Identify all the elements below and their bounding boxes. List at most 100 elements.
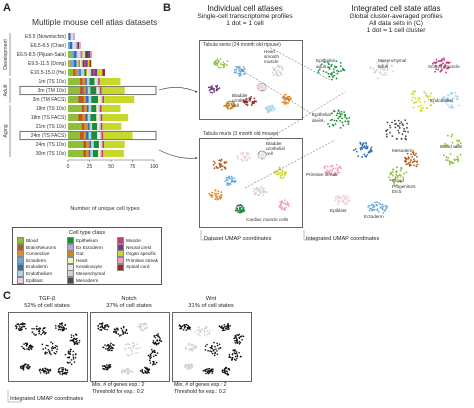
- scatter-point: [219, 66, 222, 69]
- scatter-point: [368, 209, 371, 212]
- scatter-point: [330, 65, 333, 68]
- scatter-point: [438, 64, 441, 67]
- scatter-point: [75, 342, 77, 345]
- scatter-point: [57, 328, 60, 331]
- scatter-point: [152, 355, 155, 358]
- integrated-umap-scatter: [317, 57, 462, 214]
- scatter-point: [283, 96, 286, 99]
- scatter-point: [242, 73, 245, 76]
- scatter-point: [224, 104, 227, 107]
- scatter-point: [209, 346, 212, 349]
- scatter-point: [110, 342, 112, 345]
- scatter-point: [400, 166, 403, 169]
- scatter-point: [223, 104, 226, 107]
- scatter-point: [402, 176, 404, 179]
- scatter-point: [128, 354, 131, 357]
- bar-segment: [99, 132, 102, 139]
- bar-segment: [73, 69, 76, 76]
- scatter-point: [381, 73, 384, 76]
- scatter-point: [337, 70, 340, 73]
- bar-segment: [87, 60, 90, 67]
- scatter-point: [422, 107, 424, 109]
- scatter-point: [359, 147, 362, 150]
- scatter-point: [341, 117, 343, 120]
- scatter-point: [45, 344, 48, 347]
- scatter-point: [122, 331, 124, 334]
- scatter-point: [423, 101, 426, 103]
- scatter-point: [212, 349, 215, 352]
- scatter-point: [210, 369, 213, 372]
- scatter-point: [430, 92, 432, 95]
- scatter-point: [327, 66, 329, 69]
- scatter-point: [215, 196, 218, 199]
- bar-segment: [86, 105, 89, 112]
- category-label: E5.5 (Nowotschin): [25, 34, 66, 40]
- scatter-point: [409, 164, 412, 167]
- scatter-point: [395, 184, 398, 187]
- scatter-point: [183, 323, 186, 326]
- scatter-point: [210, 85, 213, 87]
- category-labels: E5.5 (Nowotschin) E6.5-8.5 (Chan) E6.5-8.5…: [17, 34, 67, 157]
- scatter-point: [62, 328, 65, 330]
- scatter-point: [25, 366, 28, 368]
- bar-segment: [85, 60, 88, 67]
- scatter-point: [57, 368, 60, 371]
- legend-label: Gut: [76, 251, 84, 257]
- scatter-point: [244, 68, 246, 70]
- scatter-point: [339, 197, 341, 200]
- scatter-point: [129, 347, 132, 350]
- bar-segment: [88, 96, 92, 103]
- scatter-point: [241, 70, 244, 73]
- bar-segment: [91, 69, 93, 76]
- scatter-point: [361, 155, 364, 158]
- bar-segment: [78, 60, 81, 67]
- scatter-point: [382, 205, 385, 208]
- scatter-point: [394, 177, 397, 180]
- scatter-point: [74, 356, 77, 359]
- scatter-point: [264, 88, 267, 91]
- scatter-point: [379, 206, 382, 209]
- scatter-point: [444, 64, 447, 67]
- scatter-point: [150, 356, 152, 359]
- scatter-point: [399, 169, 402, 172]
- scatter-point: [224, 180, 227, 183]
- scatter-point: [341, 194, 344, 197]
- scatter-point: [230, 179, 233, 181]
- scatter-point: [222, 64, 225, 67]
- pathway-percentage: 31% of cell states: [188, 303, 234, 309]
- bar-segment: [70, 60, 75, 67]
- scatter-point: [209, 350, 211, 352]
- scatter-point: [241, 338, 243, 341]
- scatter-point: [335, 114, 338, 117]
- scatter-point: [58, 323, 61, 325]
- scatter-point: [152, 341, 154, 344]
- tabula-muris-scatter: [208, 150, 290, 214]
- scatter-point: [339, 65, 342, 68]
- scatter-point: [184, 364, 187, 366]
- bar-segment: [98, 141, 100, 148]
- scatter-point: [420, 109, 423, 112]
- scatter-point: [239, 335, 242, 338]
- threshold-text: Threshold for exp.: 0.2: [174, 388, 226, 395]
- scatter-point: [242, 160, 244, 163]
- scatter-point: [236, 209, 239, 211]
- scatter-point: [265, 190, 267, 193]
- scatter-point: [47, 371, 49, 373]
- scatter-point: [217, 347, 220, 350]
- scatter-point: [148, 371, 150, 374]
- scatter-point: [279, 174, 282, 177]
- scatter-point: [415, 152, 417, 155]
- scatter-point: [126, 368, 128, 371]
- scatter-point: [146, 368, 149, 371]
- scatter-point: [444, 101, 447, 104]
- legend-item: Epiblast: [17, 276, 43, 284]
- scatter-point: [386, 67, 389, 70]
- scatter-point: [379, 64, 381, 67]
- scatter-point: [211, 191, 214, 194]
- label-ectoderm: Ectoderm: [364, 214, 384, 219]
- scatter-point: [62, 366, 64, 369]
- scatter-point: [100, 329, 103, 331]
- scatter-point: [442, 62, 444, 65]
- scatter-point: [213, 192, 216, 195]
